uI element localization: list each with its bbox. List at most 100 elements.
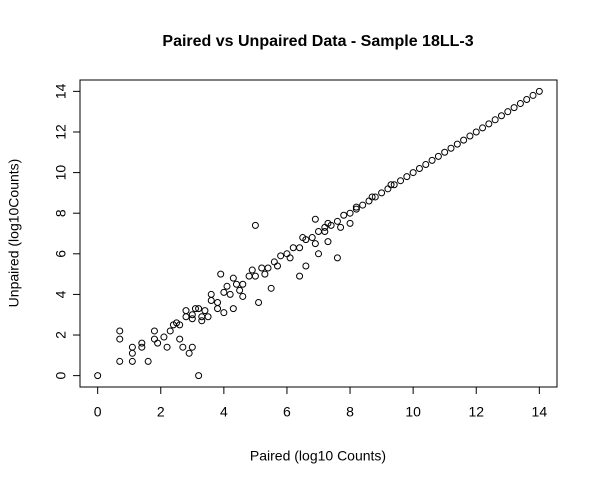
x-tick-label: 14 [532, 404, 548, 420]
point [510, 104, 518, 112]
y-tick-label: 0 [53, 372, 69, 380]
point [434, 152, 442, 160]
point [188, 311, 196, 319]
point [397, 177, 405, 185]
point [497, 112, 505, 120]
point [403, 173, 411, 181]
x-tick-label: 0 [94, 404, 102, 420]
point [176, 321, 184, 329]
point [346, 219, 354, 227]
point [248, 266, 256, 274]
point [296, 244, 304, 252]
point [428, 156, 436, 164]
point [333, 217, 341, 225]
point [138, 339, 146, 347]
point [226, 290, 234, 298]
point [214, 305, 222, 313]
y-tick-label: 2 [53, 331, 69, 339]
x-tick-label: 12 [468, 404, 484, 420]
point [239, 292, 247, 300]
point [390, 181, 398, 189]
y-tick-label: 12 [53, 124, 69, 140]
point [160, 333, 168, 341]
point [485, 120, 493, 128]
point [176, 335, 184, 343]
point [466, 132, 474, 140]
x-tick-label: 10 [405, 404, 421, 420]
point [267, 284, 275, 292]
point [198, 317, 206, 325]
point [150, 327, 158, 335]
point [324, 238, 332, 246]
point [188, 343, 196, 351]
point [239, 280, 247, 288]
x-tick-label: 6 [283, 404, 291, 420]
point [415, 165, 423, 173]
point [365, 197, 373, 205]
point [154, 339, 162, 347]
point [220, 288, 228, 296]
point [378, 189, 386, 197]
point [116, 357, 124, 365]
point [116, 327, 124, 335]
point [337, 223, 345, 231]
x-tick-label: 8 [346, 404, 354, 420]
point [185, 349, 193, 357]
y-axis-label: Unpaired (log10Counts) [6, 159, 22, 308]
point [422, 160, 430, 168]
point [128, 343, 136, 351]
point [144, 357, 152, 365]
point [201, 307, 209, 315]
point [182, 307, 190, 315]
y-tick-label: 4 [53, 290, 69, 298]
point [286, 254, 294, 262]
y-tick-label: 10 [53, 165, 69, 181]
point [217, 270, 225, 278]
x-tick-label: 2 [157, 404, 165, 420]
y-tick-label: 8 [53, 209, 69, 217]
point [166, 327, 174, 335]
point [195, 372, 203, 380]
point [315, 250, 322, 258]
point [191, 305, 199, 313]
point [308, 234, 316, 242]
point [359, 201, 367, 209]
point [352, 205, 360, 213]
point [207, 290, 215, 298]
point [264, 264, 272, 272]
point [333, 254, 341, 262]
point [311, 240, 319, 248]
point [236, 286, 244, 294]
y-tick-label: 6 [53, 250, 69, 258]
point [94, 372, 102, 380]
point [296, 272, 304, 280]
point [535, 87, 543, 95]
point [352, 203, 360, 211]
point [163, 343, 171, 351]
point [447, 144, 455, 152]
point [223, 282, 231, 290]
point [229, 305, 237, 313]
point [299, 234, 307, 242]
point [277, 252, 285, 260]
point [198, 313, 206, 321]
point [346, 209, 354, 217]
point [479, 124, 487, 132]
point [302, 262, 310, 270]
x-tick-label: 4 [220, 404, 228, 420]
point [324, 219, 332, 227]
point [504, 108, 512, 116]
point [453, 140, 461, 148]
point [273, 262, 281, 270]
y-tick-label: 14 [53, 83, 69, 99]
point [261, 270, 269, 278]
point [529, 91, 537, 99]
point [371, 193, 379, 201]
point [340, 211, 348, 219]
point [460, 136, 468, 144]
point [195, 305, 203, 313]
point [384, 185, 392, 193]
point [523, 95, 531, 103]
